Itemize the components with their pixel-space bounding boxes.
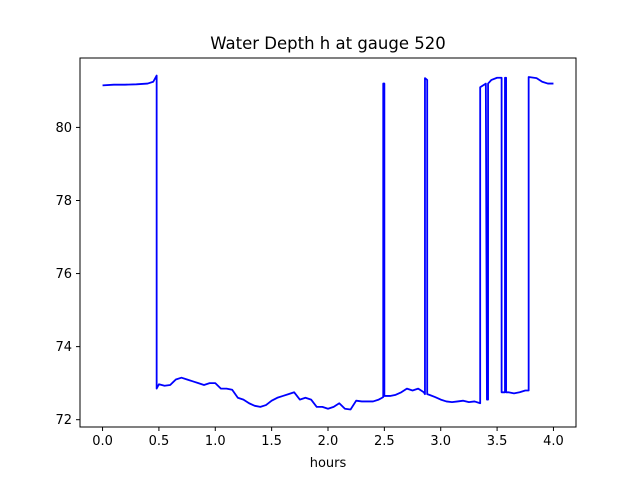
x-tick-label: 2.0 xyxy=(318,434,339,449)
x-axis: 0.0 0.5 1.0 1.5 2.0 2.5 3.0 3.5 4.0 xyxy=(92,427,564,449)
x-tick-label: 1.0 xyxy=(205,434,226,449)
chart-title: Water Depth h at gauge 520 xyxy=(210,34,445,53)
x-tick-label: 0.0 xyxy=(92,434,113,449)
x-tick-label: 3.5 xyxy=(487,434,508,449)
y-tick-label: 76 xyxy=(55,267,72,282)
x-tick-label: 0.5 xyxy=(149,434,170,449)
plot-area xyxy=(102,74,554,411)
y-tick-label: 74 xyxy=(55,340,72,355)
y-tick-label: 78 xyxy=(55,194,72,209)
y-tick-label: 80 xyxy=(55,121,72,136)
y-tick-label: 72 xyxy=(55,413,72,428)
series-line xyxy=(102,74,554,411)
y-axis: 72 74 76 78 80 xyxy=(55,121,80,428)
x-tick-label: 4.0 xyxy=(543,434,564,449)
x-tick-label: 1.5 xyxy=(261,434,282,449)
x-tick-label: 3.0 xyxy=(430,434,451,449)
x-tick-label: 2.5 xyxy=(374,434,395,449)
x-axis-label: hours xyxy=(310,456,347,471)
